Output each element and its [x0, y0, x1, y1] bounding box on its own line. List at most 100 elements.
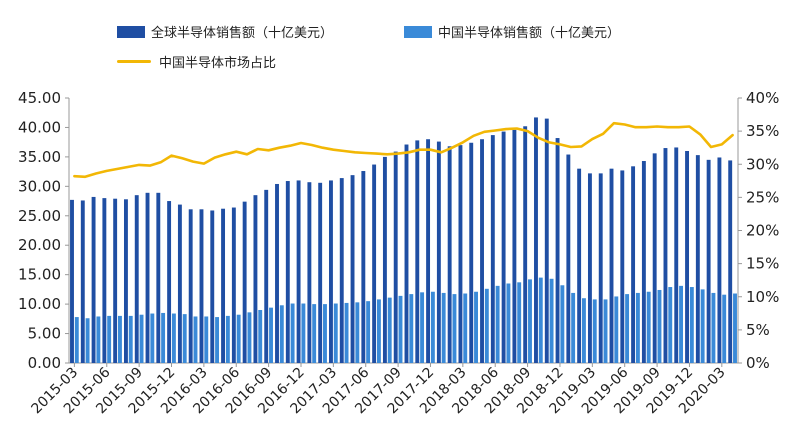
bar-global-sales — [555, 138, 560, 363]
bar-china-sales — [107, 315, 112, 363]
bar-china-sales — [528, 279, 532, 363]
bar-global-sales — [221, 208, 226, 363]
bar-global-sales — [210, 210, 215, 363]
bar-global-sales — [663, 148, 668, 363]
bar-global-sales — [609, 168, 614, 363]
bar-global-sales — [382, 156, 387, 363]
y-right-tick-label: 40% — [746, 89, 779, 107]
bar-global-sales — [566, 154, 571, 363]
legend-label-share: 中国半导体市场占比 — [159, 56, 277, 71]
bar-china-sales — [420, 292, 425, 363]
bar-global-sales — [512, 129, 517, 363]
bar-china-sales — [182, 314, 187, 363]
bar-global-sales — [641, 161, 646, 363]
bar-china-sales — [495, 285, 500, 363]
chart-legend: 全球半导体销售额（十亿美元） 中国半导体销售额（十亿美元） 中国半导体市场占比 — [0, 0, 800, 80]
bar-global-sales — [91, 196, 96, 363]
bar-global-sales — [728, 160, 733, 363]
y-left-tick-label: 15.00 — [18, 266, 61, 284]
y-left-tick-label: 5.00 — [28, 325, 61, 343]
bar-global-sales — [587, 173, 592, 363]
bar-china-sales — [376, 299, 381, 363]
bar-china-sales — [344, 302, 349, 363]
bar-china-sales — [614, 296, 619, 363]
bar-china-sales — [679, 285, 684, 363]
bar-china-sales — [441, 292, 446, 363]
bar-global-sales — [577, 168, 582, 363]
legend-label-china: 中国半导体销售额（十亿美元） — [438, 26, 621, 41]
y-left-tick-label: 0.00 — [28, 354, 61, 372]
y-left-tick-label: 10.00 — [18, 295, 61, 313]
bar-global-sales — [339, 178, 344, 363]
bar-global-sales — [706, 159, 711, 363]
bar-china-sales — [118, 315, 122, 363]
bar-china-sales — [74, 317, 79, 363]
bar-china-sales — [517, 282, 522, 363]
bar-china-sales — [236, 314, 241, 363]
bar-global-sales — [501, 131, 506, 363]
bar-global-sales — [372, 164, 377, 363]
legend-label-global: 全球半导体销售额（十亿美元） — [151, 26, 334, 41]
bar-global-sales — [490, 135, 495, 363]
bar-global-sales — [167, 201, 172, 363]
bar-china-sales — [323, 304, 327, 363]
bar-global-sales — [458, 145, 463, 363]
bar-global-sales — [393, 151, 398, 363]
bar-china-sales — [657, 289, 662, 363]
bar-global-sales — [231, 207, 236, 363]
legend-item-global-sales: 全球半导体销售额（十亿美元） — [117, 22, 333, 41]
bar-china-sales — [290, 303, 295, 363]
bar-global-sales — [480, 139, 484, 363]
bar-global-sales — [652, 153, 657, 363]
legend-swatch-share — [117, 60, 151, 63]
y-right-tick-label: 5% — [746, 321, 770, 339]
bar-china-sales — [733, 293, 737, 363]
bar-global-sales — [415, 140, 420, 363]
bar-global-sales — [717, 157, 722, 363]
bar-china-sales — [538, 277, 543, 363]
bar-global-sales — [296, 180, 301, 363]
bar-china-sales — [581, 298, 586, 363]
bar-global-sales — [199, 209, 204, 363]
bar-china-sales — [592, 299, 597, 363]
bar-global-sales — [307, 182, 312, 363]
bar-global-sales — [631, 166, 636, 363]
bar-global-sales — [534, 117, 538, 363]
bar-china-sales — [625, 294, 630, 363]
y-left-tick-label: 35.00 — [18, 148, 61, 166]
bar-china-sales — [398, 295, 403, 363]
bar-china-sales — [646, 291, 651, 363]
line-china-share — [73, 121, 734, 179]
bar-china-sales — [301, 303, 306, 363]
bar-global-sales — [102, 198, 107, 363]
bar-china-sales — [430, 291, 435, 363]
y-right-tick-label: 30% — [746, 155, 779, 173]
bar-global-sales — [242, 201, 247, 363]
legend-swatch-china — [404, 25, 432, 38]
bar-global-sales — [469, 142, 474, 363]
bar-global-sales — [134, 195, 139, 363]
bar-global-sales — [123, 199, 128, 363]
bar-china-sales — [312, 304, 317, 363]
y-right-tick-label: 20% — [746, 222, 779, 240]
bar-china-sales — [128, 315, 133, 363]
bar-china-sales — [387, 297, 392, 363]
legend-item-china-sales: 中国半导体销售额（十亿美元） — [404, 22, 620, 41]
y-right-tick-label: 15% — [746, 255, 779, 273]
bar-china-sales — [225, 315, 230, 363]
bar-china-sales — [700, 289, 705, 363]
bar-china-sales — [366, 301, 371, 363]
bar-china-sales — [711, 292, 716, 363]
bar-china-sales — [150, 313, 155, 363]
bar-china-sales — [161, 312, 166, 363]
bar-global-sales — [523, 126, 528, 364]
bar-china-sales — [355, 302, 360, 363]
bar-china-sales — [452, 294, 457, 363]
bar-china-sales — [171, 313, 176, 363]
bar-china-sales — [463, 293, 468, 363]
legend-item-china-share: 中国半导体市场占比 — [117, 52, 276, 71]
bar-china-sales — [333, 303, 338, 363]
bar-global-sales — [685, 151, 689, 363]
bar-global-sales — [113, 198, 118, 363]
